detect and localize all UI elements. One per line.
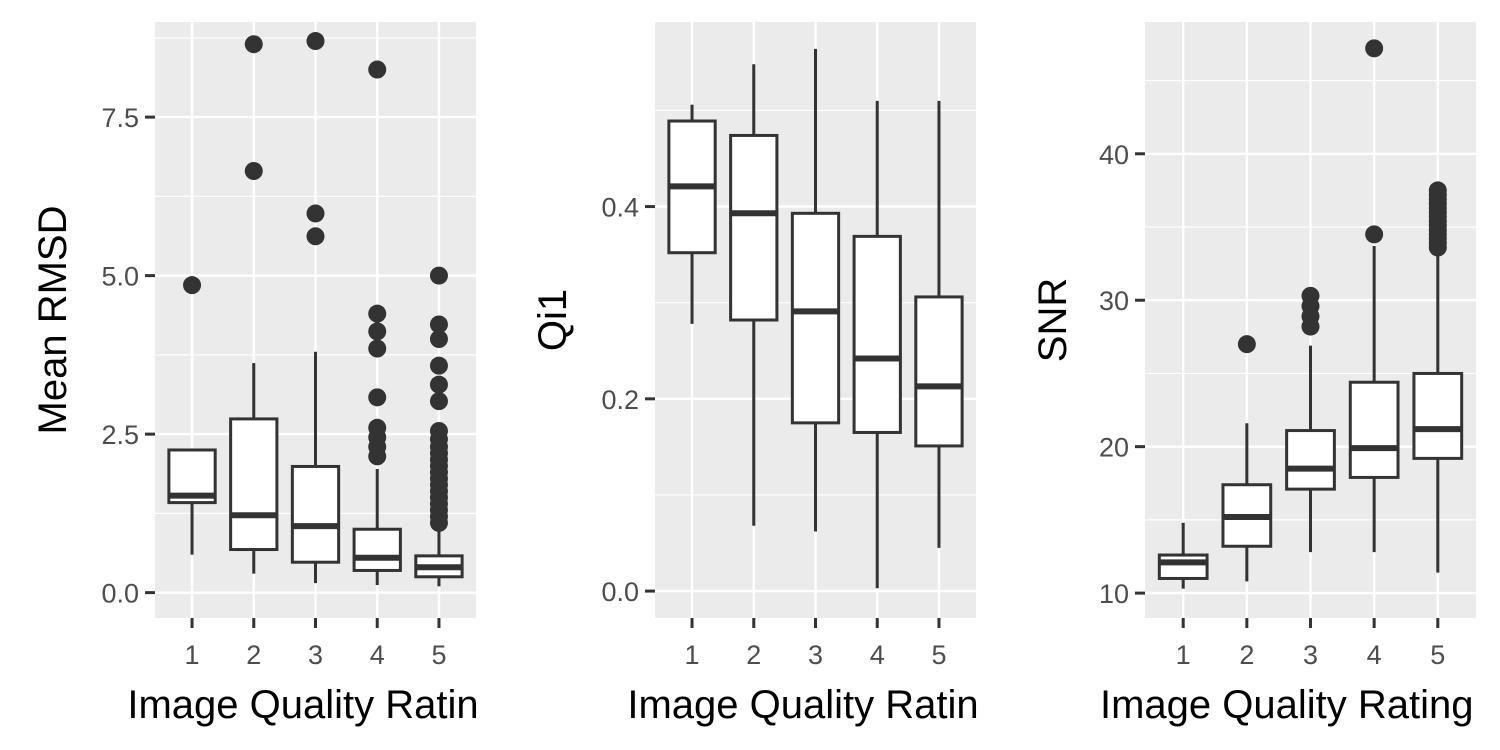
box-body — [352, 527, 402, 572]
y-tick-label: 10 — [1099, 579, 1129, 609]
box-qi1-4 — [852, 100, 902, 589]
outlier-point — [368, 60, 387, 79]
box-snr-4 — [1348, 39, 1400, 553]
box-snr-3 — [1285, 286, 1336, 553]
box-body — [729, 133, 779, 322]
box-body — [1157, 553, 1209, 580]
outlier-point — [429, 421, 448, 440]
outlier-point — [368, 304, 387, 323]
outlier-point — [368, 418, 387, 437]
y-tick-label: 5.0 — [101, 262, 139, 292]
box-body — [790, 211, 841, 425]
box-mean-rmsd-4 — [352, 60, 402, 586]
outlier-point — [429, 330, 448, 349]
outlier-point — [306, 32, 325, 51]
x-tick-label: 5 — [431, 640, 446, 670]
outlier-point — [368, 388, 387, 407]
x-tick-label: 1 — [1176, 640, 1191, 670]
outlier-point — [1301, 286, 1320, 305]
box-mean-rmsd-5 — [414, 266, 464, 587]
box-snr-2 — [1221, 335, 1273, 582]
box-qi1-3 — [790, 48, 841, 532]
box-qi1-5 — [914, 100, 964, 548]
panel-mean-rmsd: 0.0 2.5 5.0 7.5 1 2 3 4 5 — [101, 22, 476, 670]
y-tick-label: 0.2 — [601, 385, 639, 415]
box-body — [1412, 371, 1464, 460]
box-body — [852, 234, 902, 434]
outlier-point — [429, 375, 448, 394]
x-tick-label: 4 — [1367, 640, 1382, 670]
y-tick-label: 0.0 — [601, 577, 639, 607]
box-body — [229, 417, 279, 552]
outlier-point — [368, 322, 387, 341]
y-tick-label: 0.0 — [101, 579, 139, 609]
outlier-point — [1365, 39, 1384, 58]
panel-qi1: 0.0 0.2 0.4 1 2 3 4 5 — [601, 22, 976, 670]
panel-snr: 10 20 30 40 1 2 3 4 5 — [1099, 22, 1476, 670]
outlier-point — [183, 276, 202, 295]
x-tick-label: 5 — [931, 640, 946, 670]
outlier-point — [429, 392, 448, 411]
box-body — [1285, 429, 1336, 491]
y-tick-label: 0.4 — [601, 193, 639, 223]
outlier-point — [429, 315, 448, 334]
outlier-point — [368, 339, 387, 358]
x-axis-title-snr: Image Quality Rating — [1100, 683, 1474, 727]
outlier-point — [1237, 335, 1256, 354]
outlier-point — [1428, 181, 1447, 200]
outlier-point — [429, 266, 448, 285]
box-mean-rmsd-3 — [290, 32, 341, 584]
x-tick-label: 1 — [185, 640, 200, 670]
box-qi1-1 — [667, 104, 717, 324]
x-axis-title-mean-rmsd: Image Quality Ratin — [127, 683, 478, 727]
y-tick-label: 7.5 — [101, 103, 139, 133]
outlier-point — [306, 227, 325, 246]
outlier-point — [244, 162, 263, 180]
y-tick-label: 20 — [1099, 433, 1129, 463]
x-tick-label: 2 — [746, 640, 761, 670]
y-axis-title-qi1: Qi1 — [531, 289, 575, 351]
y-tick-label: 40 — [1099, 140, 1129, 170]
x-tick-label: 3 — [1303, 640, 1318, 670]
x-tick-label: 3 — [808, 640, 823, 670]
x-tick-label: 2 — [1239, 640, 1254, 670]
y-tick-label: 30 — [1099, 286, 1129, 316]
box-body — [914, 295, 964, 448]
outlier-point — [1365, 225, 1384, 244]
x-axis-title-qi1: Image Quality Ratin — [627, 683, 978, 727]
box-mean-rmsd-1 — [167, 276, 217, 555]
x-tick-label: 4 — [370, 640, 385, 670]
box-body — [290, 464, 341, 564]
x-tick-label: 5 — [1430, 640, 1445, 670]
box-mean-rmsd-2 — [229, 35, 279, 574]
x-tick-label: 4 — [870, 640, 885, 670]
y-axis-title-mean-rmsd: Mean RMSD — [31, 206, 75, 435]
box-snr-5 — [1412, 181, 1464, 573]
x-tick-label: 2 — [246, 640, 261, 670]
x-tick-label: 1 — [685, 640, 700, 670]
y-axis-title-snr: SNR — [1031, 278, 1075, 362]
outlier-point — [306, 204, 325, 223]
outlier-point — [244, 35, 263, 54]
box-qi1-2 — [729, 64, 779, 526]
outlier-point — [429, 356, 448, 375]
y-tick-label: 2.5 — [101, 420, 139, 450]
box-snr-1 — [1157, 522, 1209, 589]
box-body — [1348, 380, 1400, 479]
x-tick-label: 3 — [308, 640, 323, 670]
